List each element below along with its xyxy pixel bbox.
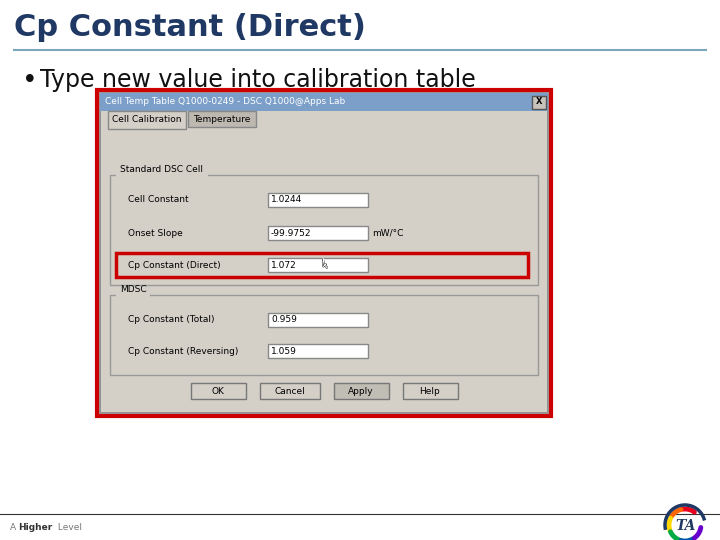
Text: Apply: Apply <box>348 387 374 395</box>
Text: Cell Calibration: Cell Calibration <box>112 116 181 125</box>
Bar <box>116 253 528 277</box>
Bar <box>100 93 548 111</box>
Bar <box>97 90 551 416</box>
Text: Standard DSC Cell: Standard DSC Cell <box>120 165 203 174</box>
Text: •: • <box>22 68 37 94</box>
Bar <box>188 111 256 127</box>
Bar <box>116 290 150 302</box>
Bar <box>268 313 368 327</box>
Text: Cancel: Cancel <box>274 387 305 395</box>
Text: Cell Constant: Cell Constant <box>128 195 189 205</box>
Text: 1.059: 1.059 <box>271 347 297 355</box>
Bar <box>116 170 208 182</box>
Text: 1.072: 1.072 <box>271 260 297 269</box>
Bar <box>108 111 186 129</box>
Bar <box>333 383 389 399</box>
Text: A: A <box>10 523 19 531</box>
Bar <box>532 96 546 109</box>
Text: TA: TA <box>676 519 696 533</box>
Text: Type new value into calibration table: Type new value into calibration table <box>40 68 476 92</box>
Text: Onset Slope: Onset Slope <box>128 228 183 238</box>
Bar <box>402 383 457 399</box>
Bar <box>268 193 368 207</box>
Text: Higher: Higher <box>18 523 53 531</box>
Bar <box>259 383 320 399</box>
Text: MDSC: MDSC <box>120 285 147 294</box>
Text: -99.9752: -99.9752 <box>271 228 312 238</box>
Bar <box>268 226 368 240</box>
Polygon shape <box>323 258 328 268</box>
Text: 0.959: 0.959 <box>271 315 297 325</box>
Bar <box>268 258 368 272</box>
Bar <box>110 175 538 285</box>
Text: Cp Constant (Direct): Cp Constant (Direct) <box>14 13 366 42</box>
Text: X: X <box>536 97 542 106</box>
Text: 1.0244: 1.0244 <box>271 195 302 205</box>
Text: Level: Level <box>55 523 82 531</box>
Text: Help: Help <box>420 387 441 395</box>
Text: Cp Constant (Reversing): Cp Constant (Reversing) <box>128 347 238 355</box>
Bar <box>110 295 538 375</box>
Bar <box>268 344 368 358</box>
Text: Cell Temp Table Q1000-0249 - DSC Q1000@Apps Lab: Cell Temp Table Q1000-0249 - DSC Q1000@A… <box>105 98 346 106</box>
Bar <box>100 93 548 413</box>
Bar <box>191 383 246 399</box>
Text: mW/°C: mW/°C <box>372 228 403 238</box>
Text: Temperature: Temperature <box>193 114 251 124</box>
Text: Cp Constant (Total): Cp Constant (Total) <box>128 315 215 325</box>
Text: OK: OK <box>212 387 225 395</box>
Text: Cp Constant (Direct): Cp Constant (Direct) <box>128 260 220 269</box>
